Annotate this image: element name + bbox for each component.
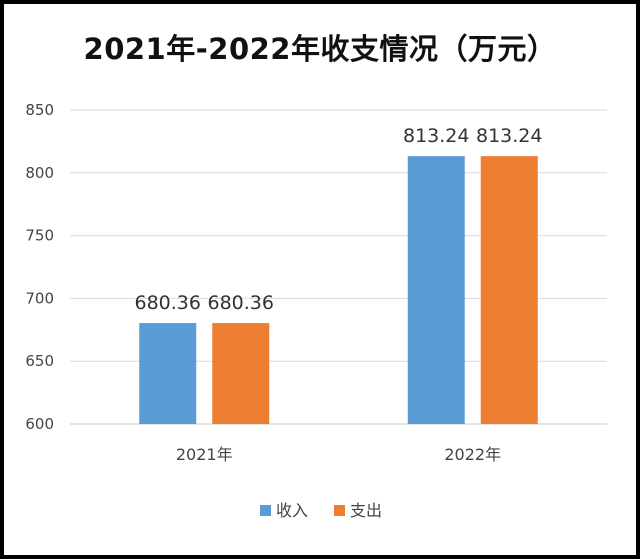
y-tick-label: 650 bbox=[25, 352, 54, 370]
bar-expense-1 bbox=[480, 156, 538, 424]
y-tick-label: 700 bbox=[25, 289, 54, 307]
y-tick-label: 800 bbox=[25, 164, 54, 182]
legend-swatch bbox=[334, 505, 345, 516]
y-tick-label: 850 bbox=[25, 101, 54, 119]
y-axis-ticks: 600 650 700 750 800 850 bbox=[25, 101, 54, 433]
data-label: 813.24 bbox=[403, 125, 469, 147]
data-label: 680.36 bbox=[208, 292, 274, 314]
bar-income-0 bbox=[139, 323, 197, 424]
data-labels: 680.36 680.36 813.24 813.24 bbox=[135, 125, 543, 314]
bar-expense-0 bbox=[212, 323, 270, 424]
bar-income-1 bbox=[407, 156, 465, 424]
x-category-label: 2022年 bbox=[444, 445, 501, 464]
legend-label: 收入 bbox=[276, 501, 308, 520]
bars bbox=[139, 156, 538, 424]
legend-swatch bbox=[260, 505, 271, 516]
legend-label: 支出 bbox=[350, 501, 382, 520]
x-axis-categories: 2021年 2022年 bbox=[176, 445, 501, 464]
chart-title: 2021年-2022年收支情况（万元） bbox=[83, 32, 557, 66]
legend: 收入 支出 bbox=[260, 501, 382, 520]
data-label: 680.36 bbox=[135, 292, 201, 314]
y-tick-label: 600 bbox=[25, 415, 54, 433]
y-tick-label: 750 bbox=[25, 227, 54, 245]
data-label: 813.24 bbox=[476, 125, 542, 147]
x-category-label: 2021年 bbox=[176, 445, 233, 464]
